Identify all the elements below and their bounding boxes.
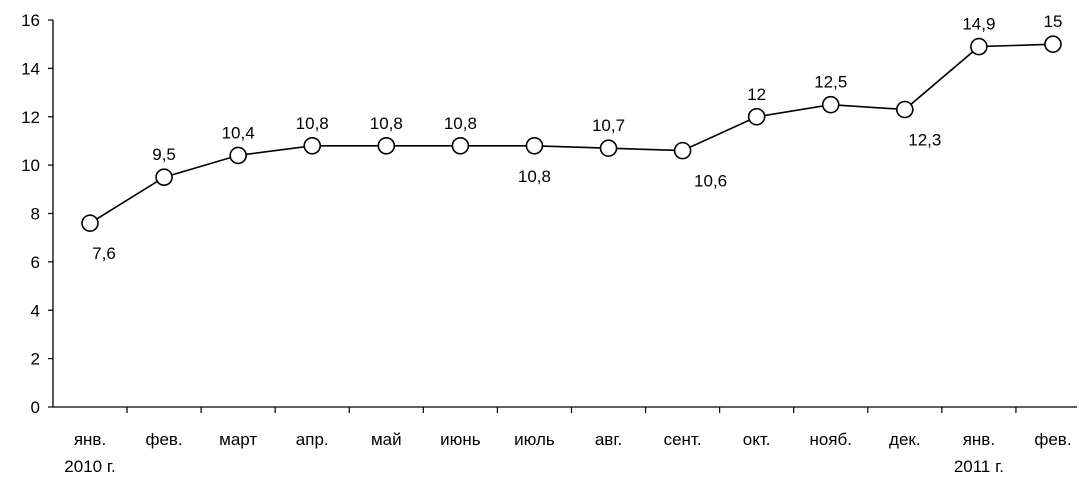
data-point	[377, 136, 396, 155]
x-axis-ticks: янв. 2010 г. фев. март апр. май июнь июль авг. се…	[64, 407, 1072, 476]
x-tick-label: окт.	[743, 430, 771, 449]
data-point	[599, 139, 618, 157]
data-label: 10,8	[370, 114, 403, 133]
data-label: 10,8	[296, 114, 329, 133]
data-point	[451, 136, 470, 155]
x-tick-label: март	[219, 430, 257, 449]
data-label: 10,7	[592, 116, 625, 135]
data-point	[821, 95, 840, 114]
data-label: 12	[747, 85, 766, 104]
x-tick-label: июнь	[440, 430, 481, 449]
data-point	[155, 168, 173, 187]
y-tick-label: 6	[31, 253, 40, 272]
data-label: 7,6	[92, 244, 116, 263]
data-label: 12,5	[814, 73, 847, 92]
data-point	[229, 146, 247, 165]
data-label: 15	[1044, 12, 1063, 31]
x-tick-label: янв.	[963, 430, 995, 449]
data-label: 10,8	[518, 167, 551, 186]
series-group	[81, 35, 1062, 232]
y-tick-label: 14	[21, 59, 40, 78]
data-point	[1044, 35, 1062, 53]
x-tick-label: апр.	[296, 430, 329, 449]
y-tick-label: 4	[31, 301, 40, 320]
x-tick-label: сент.	[664, 430, 702, 449]
data-label: 12,3	[908, 130, 941, 149]
x-tick-year-label: 2010 г.	[64, 457, 115, 476]
y-tick-label: 8	[31, 205, 40, 224]
chart-axes	[52, 20, 1077, 408]
data-label: 10,8	[444, 114, 477, 133]
data-point	[673, 141, 692, 160]
data-point	[896, 100, 914, 119]
data-point	[970, 37, 988, 56]
data-labels: 7,6 9,5 10,4 10,8 10,8 10,8 10,8 10,7 10,6 12 12,5…	[92, 12, 1062, 263]
series-line	[89, 43, 1054, 224]
x-tick-label: фев.	[1034, 430, 1071, 449]
data-point	[747, 107, 766, 126]
data-label: 14,9	[962, 15, 995, 34]
x-tick-year-label: 2011 г.	[954, 457, 1004, 476]
x-tick-label: фев.	[145, 430, 182, 449]
y-tick-label: 12	[21, 108, 40, 127]
y-axis-ticks: 0 2 4 6 8 10 12 14 16	[21, 11, 53, 417]
x-tick-label: дек.	[889, 430, 921, 449]
data-point	[525, 136, 544, 155]
x-tick-label: май	[371, 430, 402, 449]
x-tick-label: июль	[514, 430, 555, 449]
data-label: 10,4	[222, 123, 255, 142]
y-tick-label: 16	[21, 11, 40, 30]
y-tick-label: 10	[21, 156, 40, 175]
data-label: 10,6	[694, 172, 727, 191]
y-tick-label: 0	[31, 398, 40, 417]
y-tick-label: 2	[31, 350, 40, 369]
data-point	[81, 214, 99, 232]
x-tick-label: нояб.	[809, 430, 852, 449]
data-label: 9,5	[152, 145, 176, 164]
data-point	[303, 136, 322, 155]
x-tick-label: авг.	[595, 430, 622, 449]
x-tick-label: янв.	[74, 430, 106, 449]
